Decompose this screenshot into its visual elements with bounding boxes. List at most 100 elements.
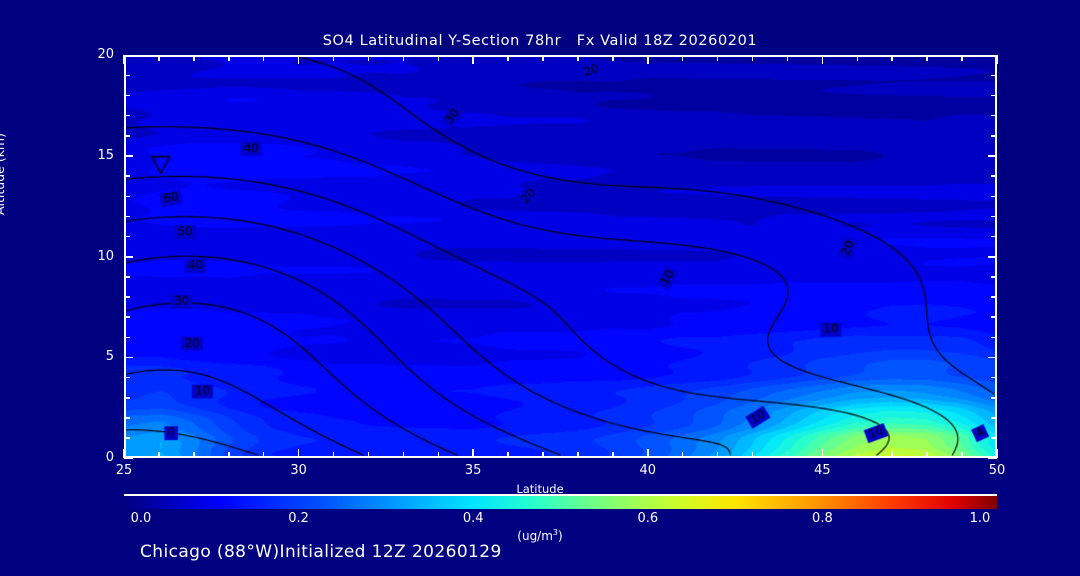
x-tick-mark: [228, 452, 230, 458]
x-tick-mark: [542, 55, 544, 61]
x-tick-mark: [123, 449, 125, 458]
y-tick-label: 10: [97, 248, 114, 264]
x-tick-label: 30: [290, 463, 307, 478]
x-tick-label: 50: [988, 463, 1006, 478]
x-tick-mark: [402, 452, 405, 458]
x-tick-mark: [158, 452, 160, 458]
x-tick-mark: [786, 55, 789, 61]
y-tick-mark: [124, 356, 133, 359]
y-tick-mark: [991, 316, 997, 318]
y-tick-mark: [991, 175, 997, 177]
x-tick-mark: [367, 452, 370, 458]
x-tick-mark: [891, 55, 893, 61]
x-tick-mark: [332, 452, 335, 458]
y-tick-mark: [124, 417, 130, 419]
x-tick-mark: [751, 55, 754, 61]
colorbar-tick-label: 0.8: [812, 511, 833, 526]
x-tick-mark: [856, 55, 859, 61]
y-tick-mark: [124, 336, 130, 339]
x-tick-mark: [751, 452, 754, 458]
y-tick-mark: [124, 175, 130, 177]
x-tick-mark: [542, 452, 544, 458]
y-tick-mark: [124, 376, 130, 379]
colorbar: [124, 494, 997, 509]
y-tick-mark: [124, 256, 133, 258]
x-tick-mark: [577, 55, 579, 61]
y-tick-mark: [991, 74, 997, 77]
y-tick-label: 0: [105, 450, 114, 465]
x-tick-mark: [612, 452, 614, 458]
x-tick-mark: [332, 55, 335, 61]
x-tick-mark: [367, 55, 370, 61]
x-tick-mark: [507, 452, 509, 458]
x-tick-mark: [577, 452, 579, 458]
x-tick-mark: [681, 452, 684, 458]
colorbar-units: (ug/m3): [0, 528, 1080, 543]
y-tick-mark: [988, 356, 997, 359]
y-tick-mark: [991, 336, 997, 339]
y-tick-mark: [991, 417, 997, 419]
x-tick-label: 35: [464, 463, 482, 478]
x-tick-mark: [716, 55, 719, 61]
y-tick-mark: [991, 376, 997, 379]
x-tick-label: 25: [115, 463, 133, 478]
colorbar-tick-label: 0.0: [130, 511, 152, 526]
x-tick-mark: [926, 452, 928, 458]
colorbar-units-exponent: 3: [552, 528, 559, 537]
y-tick-mark: [124, 155, 133, 157]
x-tick-mark: [926, 55, 928, 61]
x-tick-mark: [437, 452, 440, 458]
colorbar-tick-label: 0.4: [462, 511, 484, 526]
plot-area: [124, 55, 997, 458]
y-tick-label: 5: [105, 349, 114, 365]
x-tick-mark: [996, 449, 998, 458]
y-tick-mark: [124, 457, 133, 459]
x-tick-mark: [193, 55, 195, 61]
y-tick-mark: [991, 276, 997, 278]
x-tick-mark: [891, 452, 893, 458]
y-tick-mark: [991, 215, 997, 218]
x-tick-label: 45: [814, 463, 831, 478]
y-tick-label: 20: [97, 47, 114, 62]
y-tick-mark: [988, 54, 997, 56]
x-tick-label: 40: [639, 463, 657, 478]
y-axis-label: Altitude (km): [0, 133, 7, 215]
colorbar-tick-label: 0.6: [637, 511, 659, 526]
y-tick-mark: [988, 155, 997, 157]
y-tick-mark: [124, 397, 130, 399]
y-tick-mark: [124, 54, 133, 56]
y-tick-mark: [124, 276, 130, 278]
y-tick-mark: [124, 316, 130, 318]
y-tick-mark: [991, 296, 997, 298]
x-tick-mark: [856, 452, 859, 458]
y-tick-mark: [991, 437, 997, 439]
y-tick-mark: [124, 195, 130, 198]
x-tick-mark: [996, 55, 998, 64]
chart-title: SO4 Latitudinal Y-Section 78hr Fx Valid …: [322, 33, 758, 49]
x-tick-mark: [681, 55, 684, 61]
x-tick-mark: [647, 55, 649, 64]
y-tick-mark: [124, 114, 130, 117]
y-tick-mark: [124, 94, 130, 97]
x-tick-mark: [647, 449, 649, 458]
x-tick-mark: [961, 55, 963, 61]
y-tick-mark: [124, 135, 130, 137]
y-tick-mark: [124, 215, 130, 218]
x-tick-mark: [402, 55, 405, 61]
heatmap-contour-canvas: [126, 57, 995, 456]
x-tick-mark: [297, 55, 300, 64]
colorbar-gradient: [124, 494, 997, 509]
x-tick-mark: [123, 55, 125, 64]
footer-caption: Chicago (88°W)Initialized 12Z 20260129: [140, 542, 502, 562]
x-tick-mark: [612, 55, 614, 61]
y-tick-mark: [124, 296, 130, 298]
x-tick-mark: [821, 449, 824, 458]
x-tick-mark: [193, 452, 195, 458]
x-tick-mark: [158, 55, 160, 61]
colorbar-units-text: (ug/m: [517, 529, 553, 543]
y-tick-mark: [988, 256, 997, 258]
x-tick-mark: [472, 55, 474, 64]
y-tick-mark: [991, 397, 997, 399]
x-tick-mark: [297, 449, 300, 458]
